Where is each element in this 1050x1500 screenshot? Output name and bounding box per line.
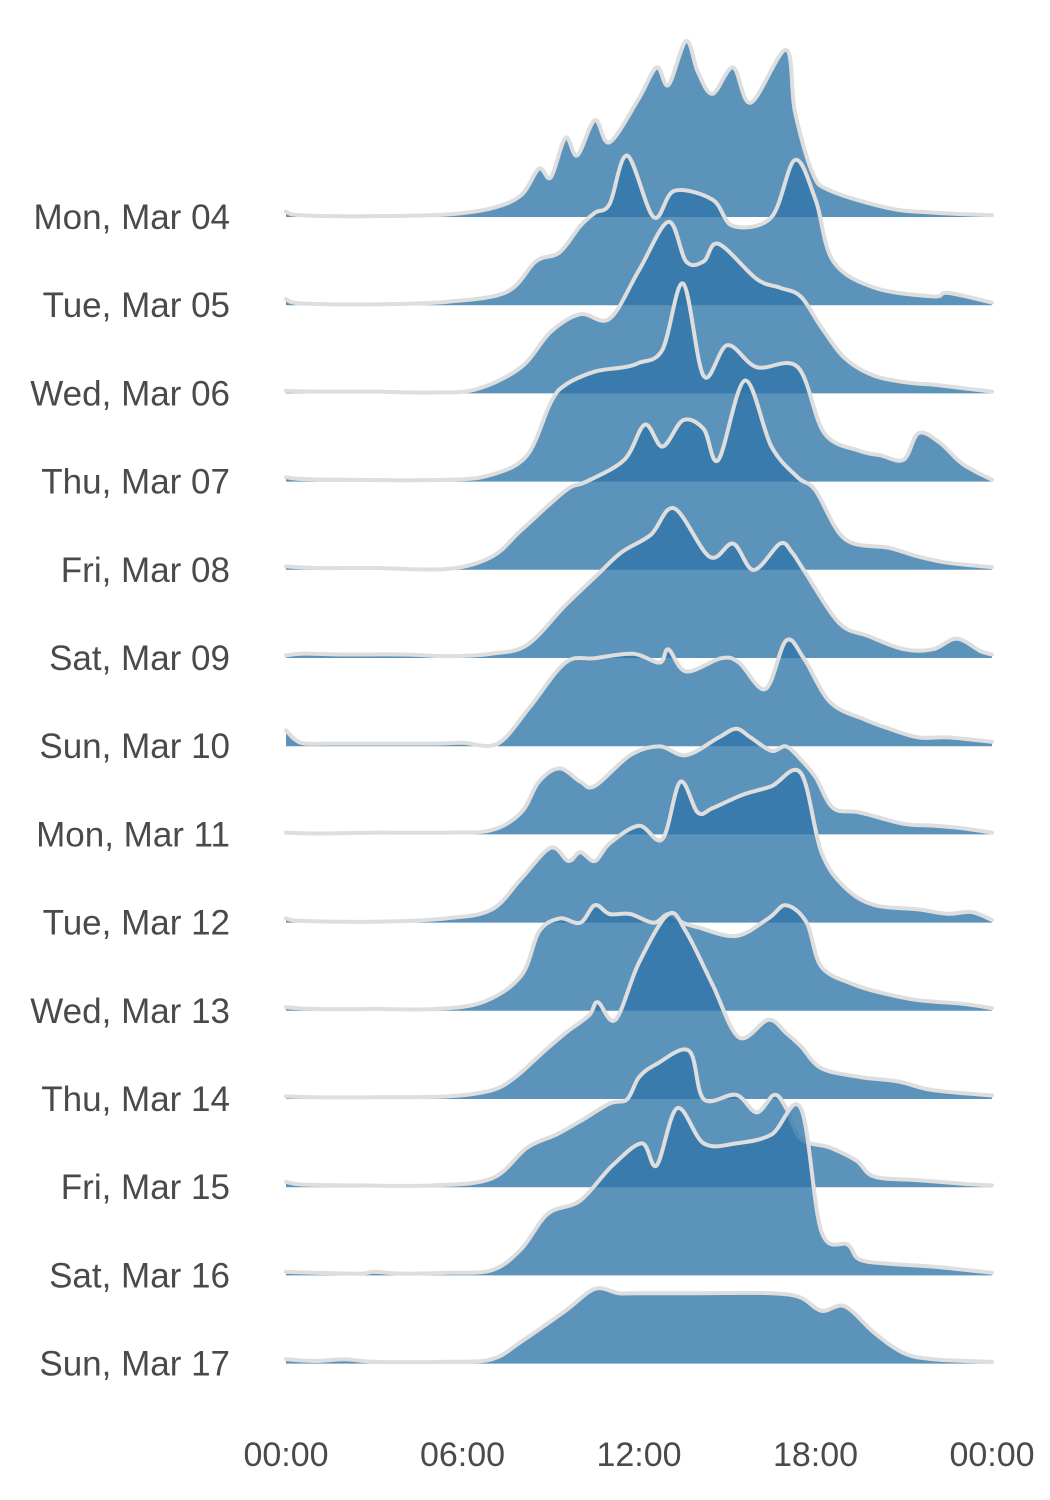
- row-label: Sun, Mar 17: [39, 1345, 230, 1384]
- ridge-outline: [284, 1102, 994, 1276]
- row-label: Tue, Mar 12: [43, 904, 230, 943]
- ridge-11: [284, 911, 994, 1100]
- ridge-8: [284, 726, 994, 836]
- ridge-area: [286, 912, 992, 1099]
- ridge-outline: [284, 378, 994, 572]
- ridge-9: [284, 767, 994, 924]
- row-label: Sat, Mar 09: [49, 639, 230, 678]
- ridge-area: [286, 1104, 992, 1276]
- ridge-area: [286, 769, 992, 923]
- ridge-outline: [284, 911, 994, 1100]
- ridge-outline: [284, 506, 994, 659]
- row-label: Thu, Mar 07: [41, 463, 230, 502]
- ridge-outline: [284, 1286, 994, 1365]
- ridge-area: [286, 1049, 992, 1188]
- ridge-13: [284, 1102, 994, 1276]
- ridge-area: [286, 905, 992, 1011]
- ridge-area: [286, 639, 992, 747]
- ridge-outline: [284, 281, 994, 483]
- row-label: Mon, Mar 11: [36, 815, 230, 854]
- ridge-7: [284, 637, 994, 748]
- row-label: Wed, Mar 06: [30, 374, 230, 413]
- ridge-3: [284, 219, 994, 395]
- ridge-6: [284, 506, 994, 659]
- ridge-layer: [284, 39, 994, 1365]
- ridge-outline: [284, 39, 994, 219]
- ridge-area: [286, 40, 992, 217]
- row-label: Thu, Mar 14: [41, 1080, 230, 1119]
- ridge-area: [286, 283, 992, 482]
- x-tick-label: 12:00: [596, 1436, 681, 1474]
- ridge-outline: [284, 153, 994, 307]
- ridge-4: [284, 281, 994, 483]
- ridge-area: [286, 221, 992, 394]
- x-tick-label: 00:00: [243, 1436, 328, 1474]
- ridge-outline: [284, 726, 994, 836]
- row-label: Mon, Mar 04: [34, 198, 230, 237]
- ridge-area: [286, 1288, 992, 1364]
- ridge-12: [284, 1047, 994, 1188]
- row-label: Sun, Mar 10: [39, 727, 230, 766]
- ridge-area: [286, 507, 992, 658]
- row-label: Tue, Mar 05: [43, 286, 230, 325]
- ridge-area: [286, 380, 992, 570]
- x-tick-label: 06:00: [420, 1436, 505, 1474]
- row-label: Wed, Mar 13: [30, 992, 230, 1031]
- x-axis: 00:00 06:00 12:00 18:00 00:00: [243, 1436, 1034, 1474]
- ridge-5: [284, 378, 994, 572]
- ridge-14: [284, 1286, 994, 1365]
- ridge-2: [284, 153, 994, 307]
- ridge-area: [286, 155, 992, 306]
- ridge-outline: [284, 637, 994, 748]
- x-tick-label: 18:00: [773, 1436, 858, 1474]
- row-label: Fri, Mar 08: [61, 551, 230, 590]
- ridge-outline: [284, 767, 994, 924]
- x-tick-label: 00:00: [949, 1436, 1034, 1474]
- ridge-outline: [284, 219, 994, 395]
- ridge-outline: [284, 1047, 994, 1188]
- ridge-1: [284, 39, 994, 219]
- row-label: Fri, Mar 15: [61, 1168, 230, 1207]
- row-label-layer: Mon, Mar 04 Tue, Mar 05 Wed, Mar 06 Thu, Ma…: [30, 198, 230, 1384]
- ridge-area: [286, 728, 992, 835]
- row-label: Sat, Mar 16: [49, 1256, 230, 1295]
